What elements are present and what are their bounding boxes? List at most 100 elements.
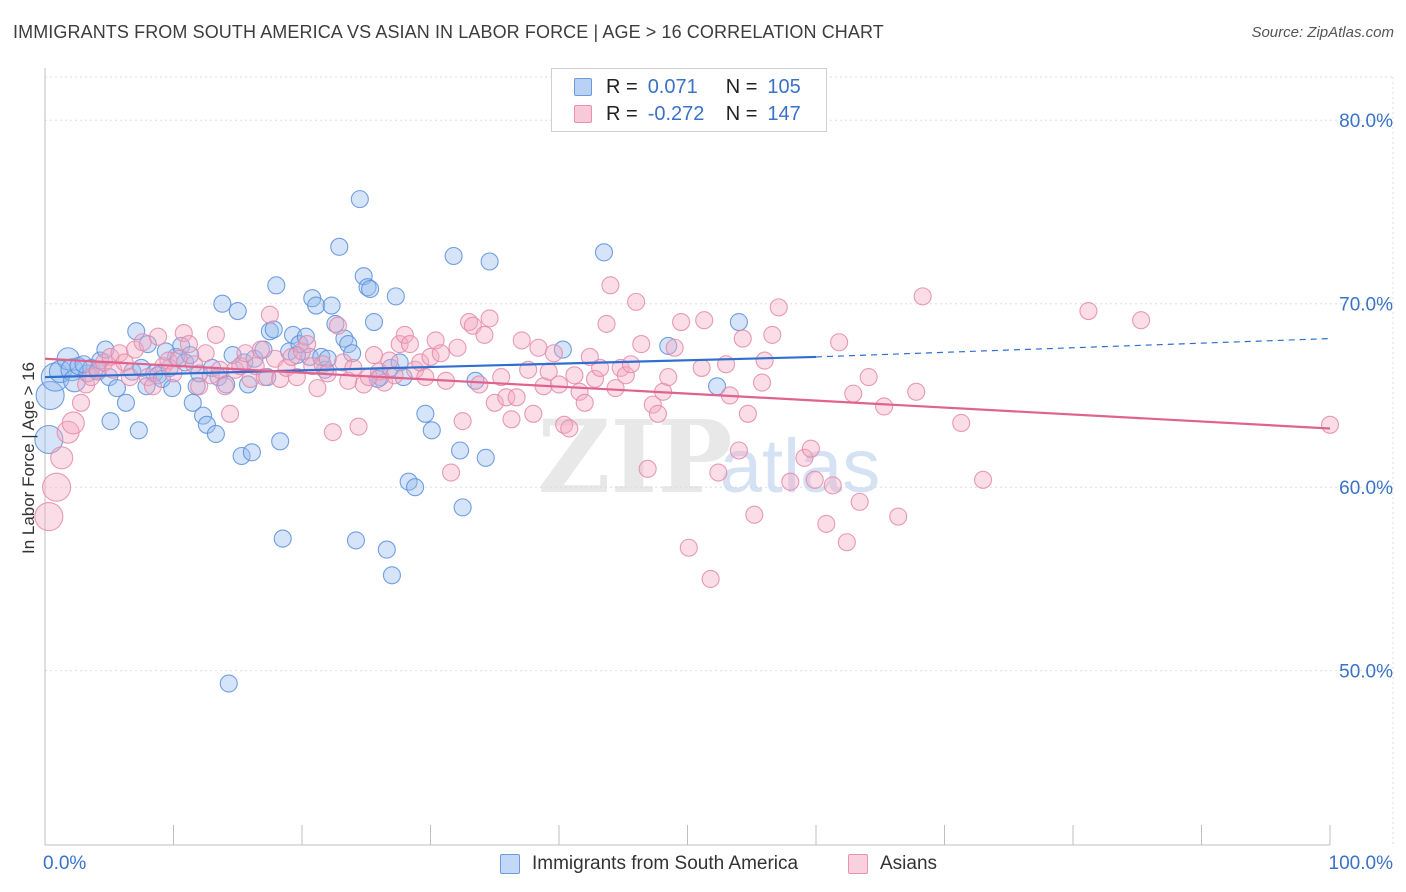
data-point (476, 448, 495, 467)
data-point (448, 338, 467, 357)
data-point (659, 368, 678, 387)
data-point (606, 379, 625, 398)
y-tick-label: 60.0% (1339, 478, 1393, 499)
data-point (665, 338, 684, 357)
data-point (120, 368, 139, 387)
legend-item-asians: Asians (848, 852, 937, 876)
data-point (236, 344, 255, 363)
data-point (512, 331, 531, 350)
data-point (973, 470, 993, 489)
data-point (349, 417, 368, 436)
data-point (502, 410, 521, 429)
data-point (616, 366, 635, 385)
data-point (560, 419, 579, 438)
data-point (364, 346, 384, 365)
data-point (125, 340, 144, 359)
data-point (659, 336, 678, 355)
legend-label: Immigrants from South America (532, 853, 799, 874)
y-axis-label: In Labor Force | Age > 16 (19, 362, 38, 554)
data-point (1079, 301, 1098, 321)
r-label: R = (606, 102, 638, 125)
data-point (422, 421, 441, 440)
data-point (334, 353, 353, 372)
data-point (781, 472, 800, 491)
data-point (318, 349, 337, 368)
data-point (480, 252, 499, 271)
data-point (830, 333, 849, 352)
legend-swatch-blue (500, 854, 520, 874)
data-point (271, 432, 290, 451)
data-point (307, 296, 326, 315)
data-point (601, 276, 620, 295)
data-point (390, 335, 409, 354)
data-point (1320, 415, 1340, 434)
data-point (507, 388, 526, 407)
data-point (632, 335, 651, 354)
data-point (752, 373, 772, 392)
data-point (524, 404, 543, 423)
n-label: N = (725, 75, 758, 98)
data-point (913, 287, 932, 306)
data-point (382, 566, 402, 585)
data-point (549, 375, 569, 394)
data-point (733, 329, 752, 348)
data-point (377, 540, 396, 559)
data-point (215, 377, 234, 396)
data-point (34, 424, 64, 455)
data-point (621, 355, 641, 374)
data-point (220, 404, 240, 423)
data-point (844, 384, 863, 403)
data-point (470, 375, 489, 394)
data-point (330, 237, 349, 256)
data-point (116, 393, 136, 412)
data-point (837, 533, 856, 552)
data-point (850, 492, 869, 511)
data-point (395, 325, 414, 344)
data-point (497, 388, 516, 407)
r-label: R = (606, 75, 638, 98)
r-value: -0.272 (647, 102, 705, 125)
data-point (267, 276, 286, 295)
n-value: 105 (767, 75, 801, 98)
data-point (823, 476, 842, 495)
data-point (127, 322, 146, 341)
data-point (453, 412, 472, 431)
data-point (451, 441, 470, 460)
data-point (339, 335, 358, 354)
data-point (228, 301, 247, 321)
data-point (179, 335, 198, 354)
data-point (282, 347, 301, 366)
data-point (364, 313, 384, 332)
data-point (701, 569, 720, 588)
data-point (1132, 311, 1151, 330)
data-point (101, 412, 120, 431)
data-point (143, 377, 162, 396)
trend-lines (44, 337, 1331, 430)
y-tick-label: 70.0% (1339, 295, 1393, 316)
data-point (580, 347, 599, 366)
data-point (71, 393, 91, 412)
data-point (729, 313, 748, 332)
data-point (296, 327, 315, 346)
data-point (444, 246, 463, 266)
data-point (273, 529, 292, 548)
r-value: 0.071 (647, 75, 698, 98)
data-point (133, 333, 152, 352)
data-point (416, 404, 435, 423)
watermark-atlas: atlas (720, 424, 881, 509)
data-point (817, 514, 836, 533)
data-point (174, 324, 193, 343)
data-point (232, 446, 251, 466)
axes (44, 68, 1331, 846)
data-point (163, 379, 182, 398)
data-point (594, 243, 614, 262)
data-point (729, 441, 748, 460)
source-label: Source: ZipAtlas.com (1251, 24, 1394, 41)
data-point (907, 382, 926, 401)
legend-swatch-blue (574, 78, 592, 96)
data-point (575, 393, 594, 412)
data-point (431, 344, 450, 363)
watermark-zip: ZIP (538, 398, 733, 516)
data-point (264, 320, 283, 339)
data-point (206, 325, 225, 344)
